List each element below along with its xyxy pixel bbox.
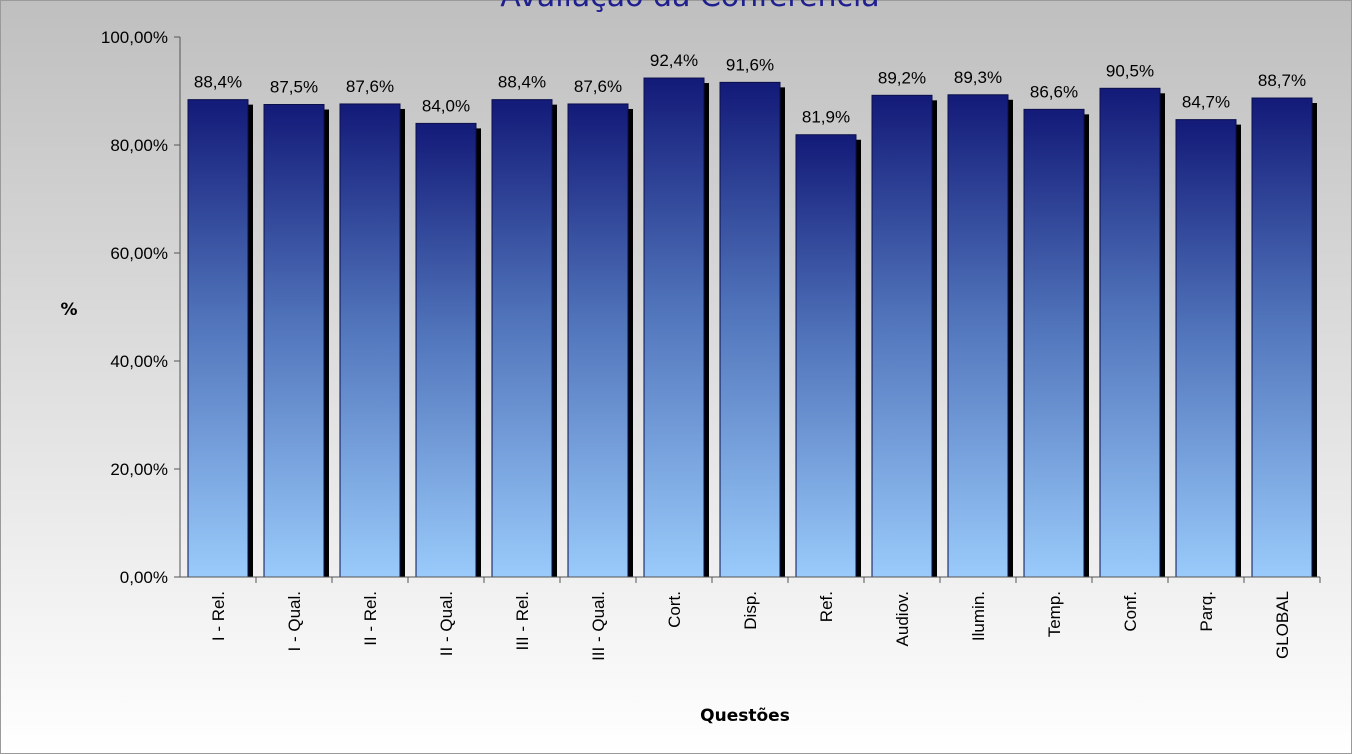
- bar-value-label: 88,4%: [194, 73, 242, 92]
- bar-value-label: 81,9%: [802, 108, 850, 127]
- bar: [263, 104, 325, 578]
- bar: [1099, 87, 1161, 578]
- bar-value-label: 88,7%: [1258, 71, 1306, 90]
- x-category-label: Conf.: [1121, 591, 1140, 632]
- bar: [1251, 97, 1313, 578]
- x-category-label: III - Qual.: [589, 591, 608, 661]
- bar-value-label: 84,7%: [1182, 93, 1230, 112]
- x-category-label: I - Rel.: [209, 591, 228, 641]
- x-category-label: III - Rel.: [513, 591, 532, 651]
- x-category-label: Ref.: [817, 591, 836, 622]
- x-category-label: I - Qual.: [285, 591, 304, 651]
- y-tick-label: 40,00%: [110, 352, 168, 371]
- bar-value-label: 87,6%: [574, 77, 622, 96]
- bar: [1175, 119, 1237, 578]
- bar: [1023, 108, 1085, 578]
- bar-value-label: 87,6%: [346, 77, 394, 96]
- bar: [567, 103, 629, 578]
- x-category-label: Disp.: [741, 591, 760, 630]
- data-labels: 88,4% 87,5% 87,6% 84,0% 88,4% 87,6% 92,4% 91,6%…: [194, 51, 1306, 127]
- bar-value-label: 89,3%: [954, 68, 1002, 87]
- bar: [947, 94, 1009, 578]
- x-category-label: Audiov.: [893, 591, 912, 646]
- x-category-label: GLOBAL: [1273, 591, 1292, 659]
- y-axis: 0,00% 20,00% 40,00% 60,00% 80,00% 100,00%: [101, 28, 181, 587]
- bar-value-label: 91,6%: [726, 55, 774, 74]
- x-axis-title: Questões: [700, 706, 790, 726]
- bar: [871, 94, 933, 578]
- bar-value-label: 92,4%: [650, 51, 698, 70]
- x-category-label: Cort.: [665, 591, 684, 628]
- y-tick-label: 80,00%: [110, 136, 168, 155]
- y-axis-title: %: [60, 300, 77, 320]
- bar: [643, 77, 705, 578]
- bar: [795, 134, 857, 578]
- y-tick-label: 100,00%: [101, 28, 168, 47]
- bar: [339, 103, 401, 578]
- bar-series: [187, 77, 1317, 578]
- chart-title: Avaliação da Conferência: [500, 0, 879, 14]
- y-tick-label: 20,00%: [110, 460, 168, 479]
- bar-value-label: 84,0%: [422, 96, 470, 115]
- bar-value-label: 88,4%: [498, 73, 546, 92]
- bar: [719, 81, 781, 578]
- y-tick-label: 60,00%: [110, 244, 168, 263]
- x-category-label: II - Rel.: [361, 591, 380, 646]
- bar-value-label: 86,6%: [1030, 82, 1078, 101]
- bar: [491, 99, 553, 578]
- y-tick-label: 0,00%: [120, 568, 168, 587]
- x-category-label: II - Qual.: [437, 591, 456, 656]
- bar-value-label: 90,5%: [1106, 61, 1154, 80]
- x-category-label: Temp.: [1045, 591, 1064, 637]
- bar: [415, 122, 477, 578]
- x-category-label: Ilumin.: [969, 591, 988, 641]
- bar: [187, 99, 249, 578]
- x-category-label: Parq.: [1197, 591, 1216, 632]
- bar-value-label: 89,2%: [878, 68, 926, 87]
- x-axis: I - Rel. I - Qual. II - Rel. II - Qual. III …: [180, 576, 1321, 661]
- bar-value-label: 87,5%: [270, 78, 318, 97]
